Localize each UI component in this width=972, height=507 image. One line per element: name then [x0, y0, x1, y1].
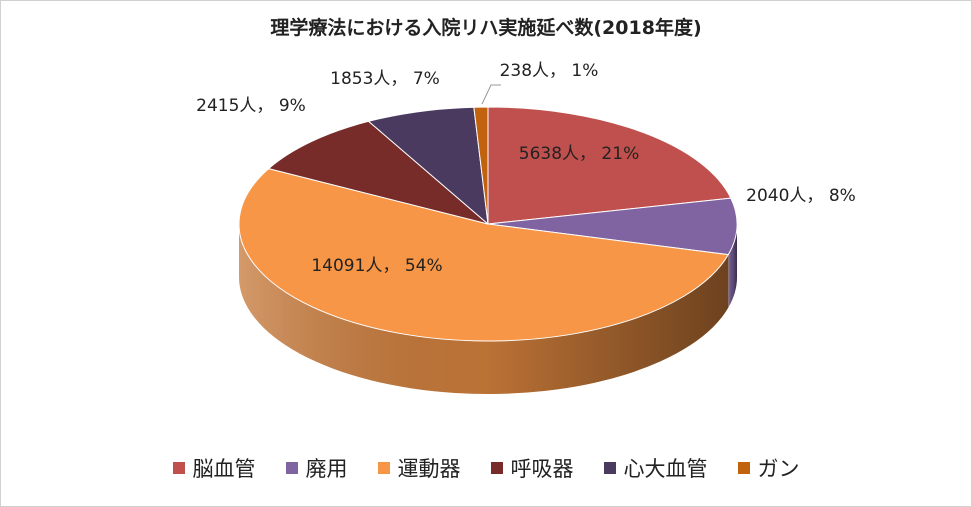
legend-item: 脳血管 — [172, 453, 256, 483]
legend-swatch — [377, 462, 390, 474]
data-label-1: 5638人， 21% — [519, 144, 639, 164]
legend-swatch — [737, 462, 750, 474]
legend-swatch — [490, 462, 503, 474]
legend-label: ガン — [757, 457, 800, 481]
slice-2-side-shade — [728, 224, 737, 308]
data-label-2: 2040人， 8% — [746, 186, 856, 206]
legend-label: 脳血管 — [192, 457, 256, 481]
legend-label: 廃用 — [305, 457, 348, 481]
slice-3-side-shade — [239, 224, 729, 395]
data-label-4: 2415人， 9% — [196, 96, 306, 116]
legend-swatch — [285, 462, 298, 474]
legend-item: 廃用 — [285, 453, 348, 483]
legend-label: 心大血管 — [623, 457, 708, 481]
data-label-5: 1853人， 7% — [330, 69, 440, 89]
data-label-6: 238人， 1% — [500, 61, 599, 81]
slice-3-運動器 — [238, 168, 729, 342]
legend-label: 運動器 — [397, 457, 461, 481]
legend: 脳血管 廃用 運動器 呼吸器 心大血管 ガン — [1, 453, 971, 483]
legend-swatch — [172, 462, 185, 474]
legend-item: 心大血管 — [603, 453, 708, 483]
legend-label: 呼吸器 — [510, 457, 574, 481]
slice-6-ガン — [473, 106, 489, 225]
data-label-3: 14091人， 54% — [311, 256, 442, 276]
slice-4-呼吸器 — [268, 120, 489, 225]
legend-item: 呼吸器 — [490, 453, 574, 483]
legend-item: ガン — [737, 453, 800, 483]
chart-title: 理学療法における入院リハ実施延べ数(2018年度) — [270, 17, 702, 39]
slice-2-廃用 — [487, 197, 738, 256]
legend-item: 運動器 — [377, 453, 461, 483]
leader-line — [481, 84, 501, 105]
slice-1-脳血管 — [487, 106, 732, 225]
slice-5-心大血管 — [368, 106, 489, 225]
legend-swatch — [603, 462, 616, 474]
